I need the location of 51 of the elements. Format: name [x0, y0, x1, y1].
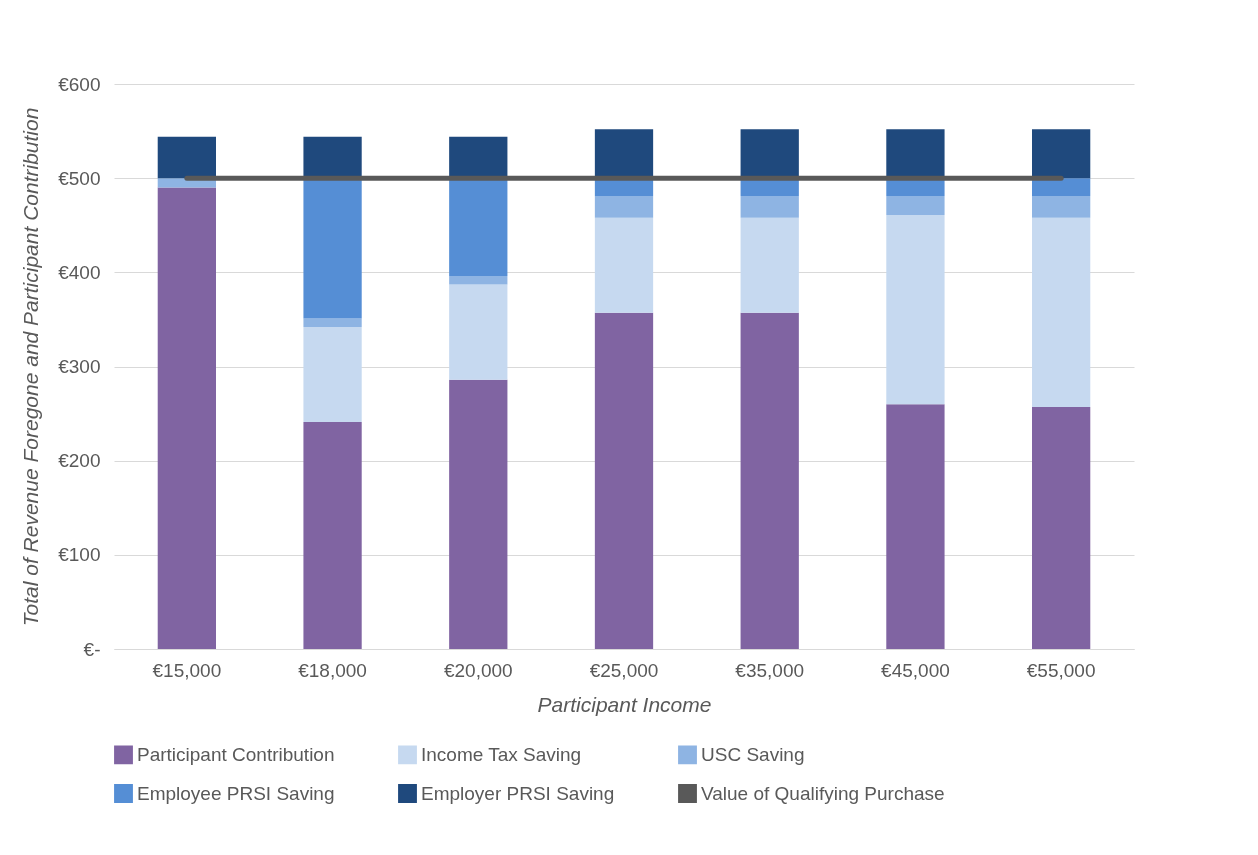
bar — [449, 178, 508, 277]
legend-label: Income Tax Saving — [421, 743, 582, 765]
bar — [886, 129, 945, 179]
bar — [303, 318, 362, 327]
y-tick-label: €- — [83, 638, 101, 660]
x-tick-label: €15,000 — [152, 659, 222, 681]
y-tick-label: €500 — [58, 167, 101, 189]
bar — [1032, 129, 1091, 179]
bar — [303, 136, 362, 179]
bar — [303, 422, 362, 649]
x-tick-label: €18,000 — [298, 659, 367, 681]
bar — [1032, 217, 1091, 407]
x-tick-label: €35,000 — [735, 659, 805, 681]
bar — [886, 196, 945, 215]
y-tick-label: €100 — [58, 544, 101, 566]
bar — [449, 284, 508, 380]
x-tick-label: €20,000 — [443, 659, 513, 681]
bar — [157, 136, 216, 179]
x-tick-label: €25,000 — [589, 659, 659, 681]
bar — [740, 312, 799, 649]
y-axis-title: Total of Revenue Foregone and Participant Contribution — [19, 107, 43, 627]
bar — [594, 129, 654, 179]
bar — [594, 312, 654, 649]
bar — [1032, 406, 1091, 649]
legend-label: Employer PRSI Saving — [421, 782, 615, 804]
bar — [157, 187, 216, 649]
bar — [303, 178, 362, 319]
bar — [449, 276, 508, 285]
y-tick-label: €200 — [58, 450, 101, 472]
bar — [1032, 178, 1091, 197]
bar — [886, 404, 945, 649]
x-tick-label: €55,000 — [1026, 659, 1096, 681]
y-tick-label: €300 — [58, 356, 101, 377]
y-tick-label: €600 — [58, 73, 101, 95]
bar — [594, 217, 654, 313]
bar — [740, 196, 799, 218]
x-axis-title: Participant Income — [537, 692, 712, 716]
bar — [740, 217, 799, 313]
bar — [303, 326, 362, 423]
legend-label: Participant Contribution — [137, 743, 335, 765]
y-tick-label: €400 — [58, 261, 101, 283]
bar — [449, 136, 508, 179]
legend-label: Employee PRSI Saving — [137, 782, 335, 804]
x-tick-label: €45,000 — [881, 659, 950, 681]
bar — [594, 196, 654, 218]
bar — [886, 214, 945, 405]
bar — [1032, 196, 1091, 218]
bar — [449, 379, 508, 649]
bar — [740, 129, 799, 179]
legend-label: USC Saving — [701, 743, 805, 765]
legend-label: Value of Qualifying Purchase — [701, 782, 945, 804]
